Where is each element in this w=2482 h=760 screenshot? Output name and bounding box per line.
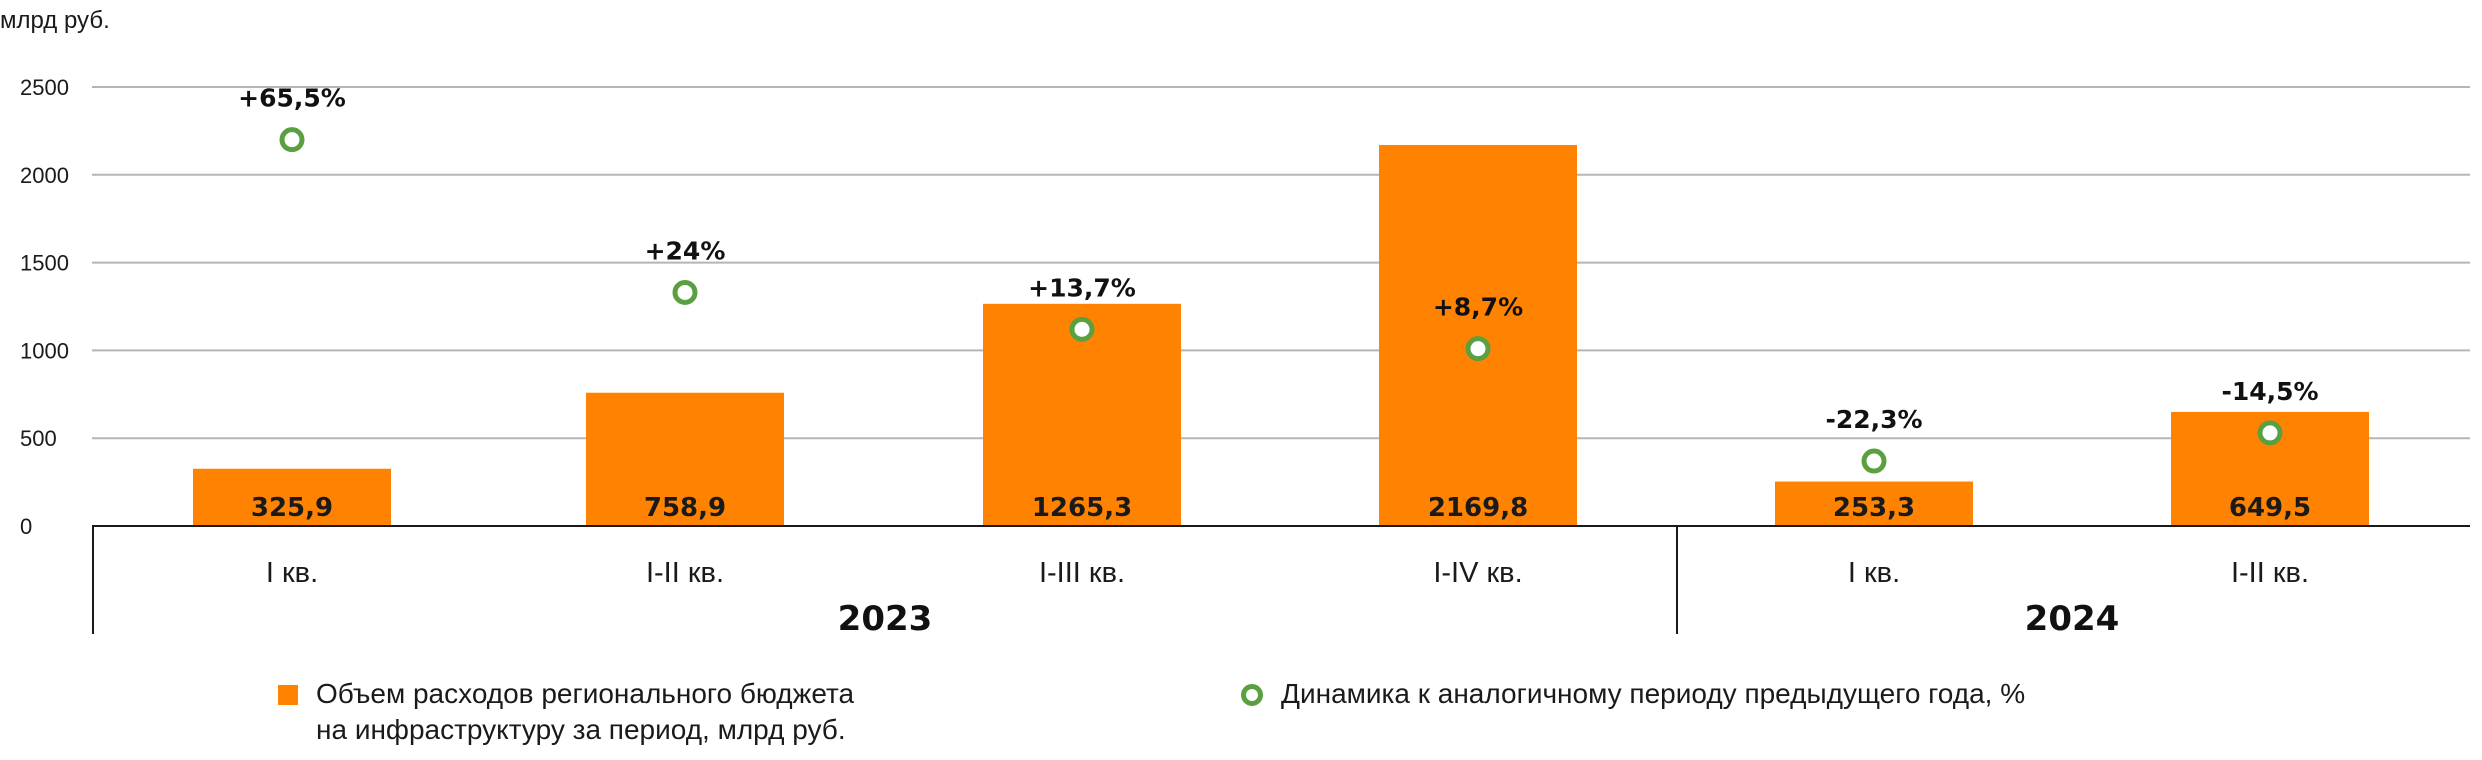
x-axis xyxy=(92,525,2470,634)
y-unit-label: млрд руб. xyxy=(0,7,110,34)
legend-bar: Объем расходов регионального бюджета на … xyxy=(278,676,854,748)
category-label: I-II кв. xyxy=(2231,557,2309,589)
growth-marker xyxy=(1861,448,1887,474)
category-labels: I кв. I-II кв. I-III кв. I-IV кв. I кв. I-II … xyxy=(266,557,2309,589)
growth-label: -22,3% xyxy=(1825,405,1922,434)
bar xyxy=(1379,144,1577,526)
y-tick-label: 2000 xyxy=(20,163,69,188)
bars xyxy=(193,144,2369,526)
growth-labels: +65,5% +24% +13,7% +8,7% -22,3% -14,5% xyxy=(238,84,2318,434)
bar-value-label: 758,9 xyxy=(644,493,726,523)
growth-label: +24% xyxy=(645,236,726,265)
y-tick-label: 0 xyxy=(20,514,32,539)
category-label: I-IV кв. xyxy=(1433,557,1522,589)
legend-marker-swatch xyxy=(1241,684,1263,706)
bar-value-label: 1265,3 xyxy=(1032,493,1132,523)
category-label: I-III кв. xyxy=(1039,557,1125,589)
y-tick-label: 500 xyxy=(20,426,57,451)
bar-value-labels: 325,9 758,9 1265,3 2169,8 253,3 649,5 xyxy=(251,493,2311,523)
year-labels: 2023 2024 xyxy=(838,599,2120,639)
growth-markers xyxy=(279,127,2283,474)
y-tick-label: 2500 xyxy=(20,75,69,100)
growth-label: -14,5% xyxy=(2221,377,2318,406)
category-label: I кв. xyxy=(1848,557,1900,589)
legend-bar-line1: Объем расходов регионального бюджета xyxy=(316,678,855,709)
y-tick-label: 1000 xyxy=(20,338,69,363)
growth-label: +13,7% xyxy=(1028,273,1136,302)
bar-value-label: 325,9 xyxy=(251,493,333,523)
growth-label: +65,5% xyxy=(238,84,346,113)
bar xyxy=(586,392,784,526)
year-label: 2024 xyxy=(2025,599,2120,639)
bar-value-label: 2169,8 xyxy=(1428,493,1528,523)
growth-marker xyxy=(1069,316,1095,342)
legend-bar-line2: на инфраструктуру за период, млрд руб. xyxy=(316,714,846,745)
legend-marker: Динамика к аналогичному периоду предыдущ… xyxy=(1241,676,2025,712)
legend-bar-swatch xyxy=(278,685,298,705)
growth-marker xyxy=(1465,336,1491,362)
category-label: I-II кв. xyxy=(646,557,724,589)
bar xyxy=(1775,481,1973,526)
legend-bar-text: Объем расходов регионального бюджета на … xyxy=(316,676,854,748)
growth-marker xyxy=(279,127,305,153)
bar xyxy=(193,468,391,526)
legend-marker-text: Динамика к аналогичному периоду предыдущ… xyxy=(1281,678,2026,709)
gridlines xyxy=(92,86,2470,440)
bar-value-label: 649,5 xyxy=(2229,493,2311,523)
growth-marker xyxy=(672,279,698,305)
y-tick-label: 1500 xyxy=(20,251,69,276)
y-axis-ticks: 0 500 1000 1500 2000 2500 xyxy=(20,75,69,539)
year-label: 2023 xyxy=(838,599,933,639)
bar-value-label: 253,3 xyxy=(1833,493,1915,523)
growth-label: +8,7% xyxy=(1433,293,1523,322)
growth-marker xyxy=(2257,420,2283,446)
category-label: I кв. xyxy=(266,557,318,589)
